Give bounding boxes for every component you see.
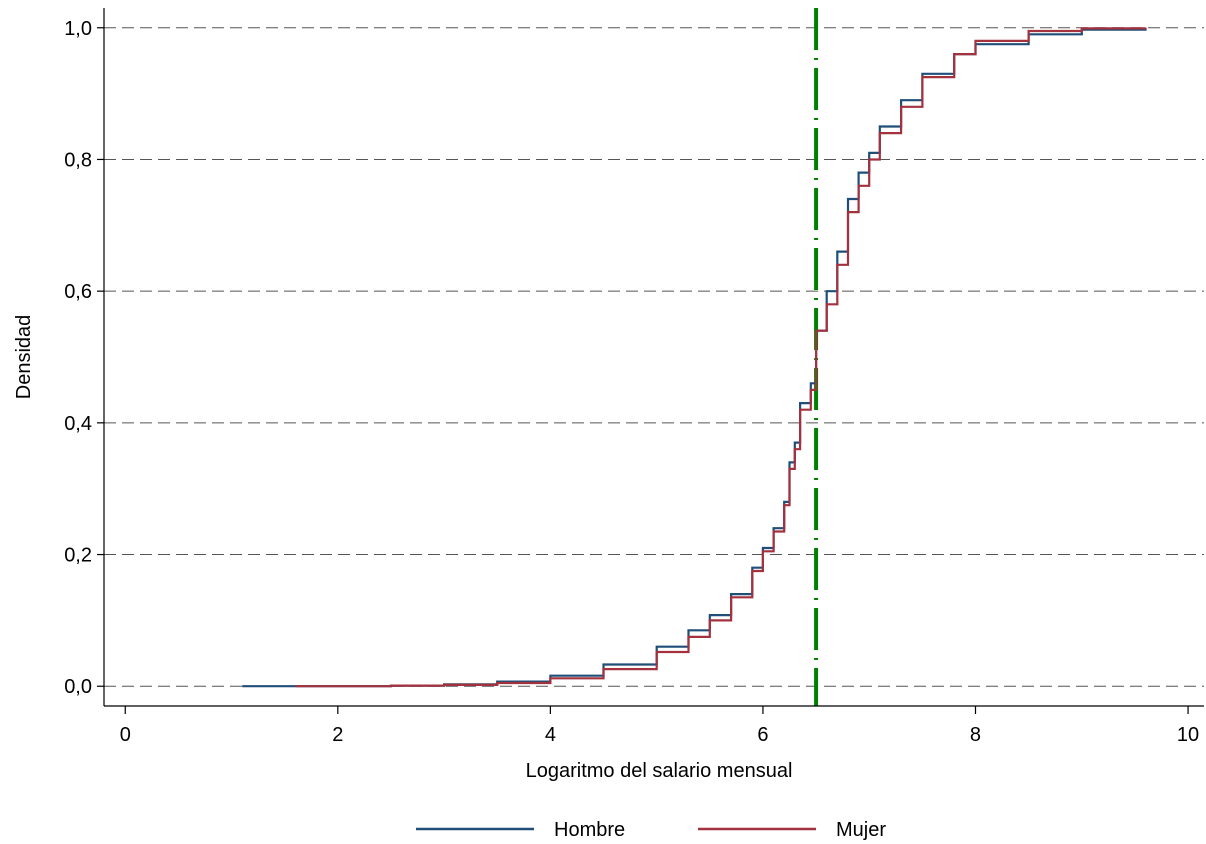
gridlines [104, 27, 1204, 687]
y-tick-label: 0,4 [64, 413, 92, 435]
axes [103, 8, 1204, 707]
legend-label-mujer: Mujer [836, 819, 886, 841]
y-tick-label: 0,2 [64, 545, 92, 567]
x-axis-title: Logaritmo del salario mensual [526, 760, 793, 782]
y-tick-label: 0,0 [64, 676, 92, 698]
tick-labels: 0,0 0,2 0,4 0,6 0,8 1,0 0 2 4 6 8 10 [64, 18, 1199, 746]
legend: Hombre Mujer [416, 819, 886, 841]
x-tick-label: 4 [545, 724, 556, 746]
x-tick-label: 2 [332, 724, 343, 746]
y-tick-label: 0,6 [64, 281, 92, 303]
x-tick-label: 8 [970, 724, 981, 746]
y-tick-label: 0,8 [64, 149, 92, 171]
y-axis-title: Densidad [13, 315, 35, 400]
legend-label-hombre: Hombre [554, 819, 625, 841]
series-lines [242, 27, 1147, 688]
x-tick-label: 10 [1177, 724, 1199, 746]
y-tick-label: 1,0 [64, 18, 92, 40]
series-line-hombre [242, 27, 1147, 688]
x-tick-label: 6 [757, 724, 768, 746]
series-line-mujer [295, 27, 1147, 688]
x-tick-label: 0 [120, 724, 131, 746]
